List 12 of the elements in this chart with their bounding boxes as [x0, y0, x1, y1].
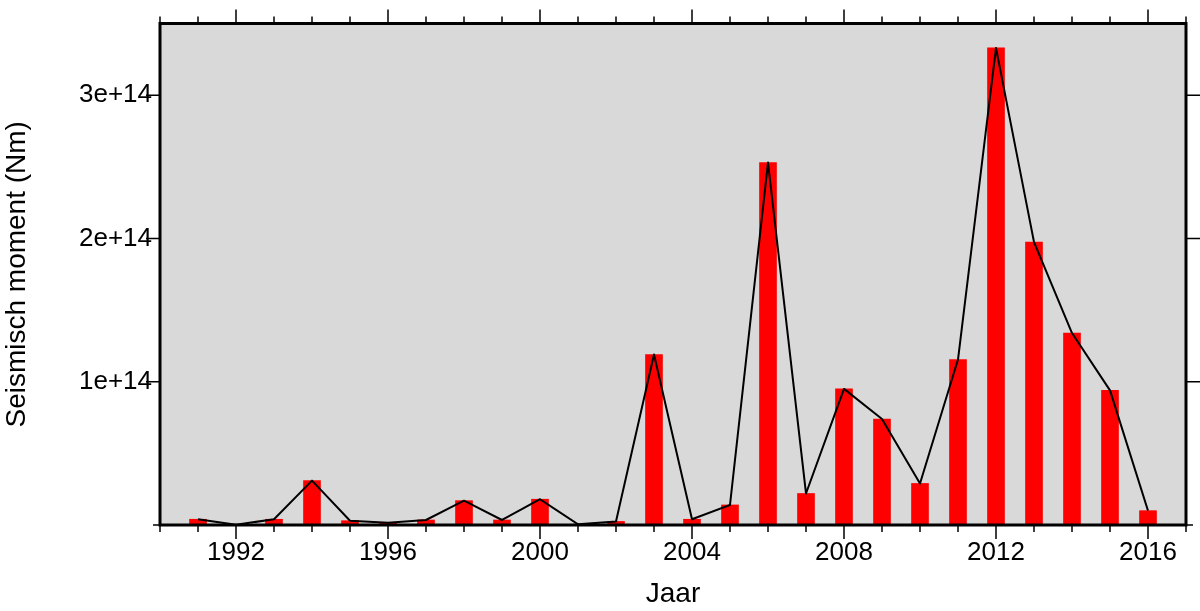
x-tick-label: 2000	[511, 535, 569, 566]
x-tick-label: 2016	[1119, 535, 1177, 566]
x-tick-label: 2012	[967, 535, 1025, 566]
x-tick-label: 2008	[815, 535, 873, 566]
y-tick-label: 3e+14	[78, 78, 152, 109]
x-tick-label: 2004	[663, 535, 721, 566]
x-axis-title: Jaar	[645, 576, 701, 608]
x-tick-label: 1992	[207, 535, 265, 566]
y-axis-title: Seismisch moment (Nm)	[0, 121, 31, 428]
y-tick-label: 1e+14	[78, 364, 152, 395]
x-tick-label: 1996	[359, 535, 417, 566]
y-tick-label: 2e+14	[78, 221, 152, 252]
